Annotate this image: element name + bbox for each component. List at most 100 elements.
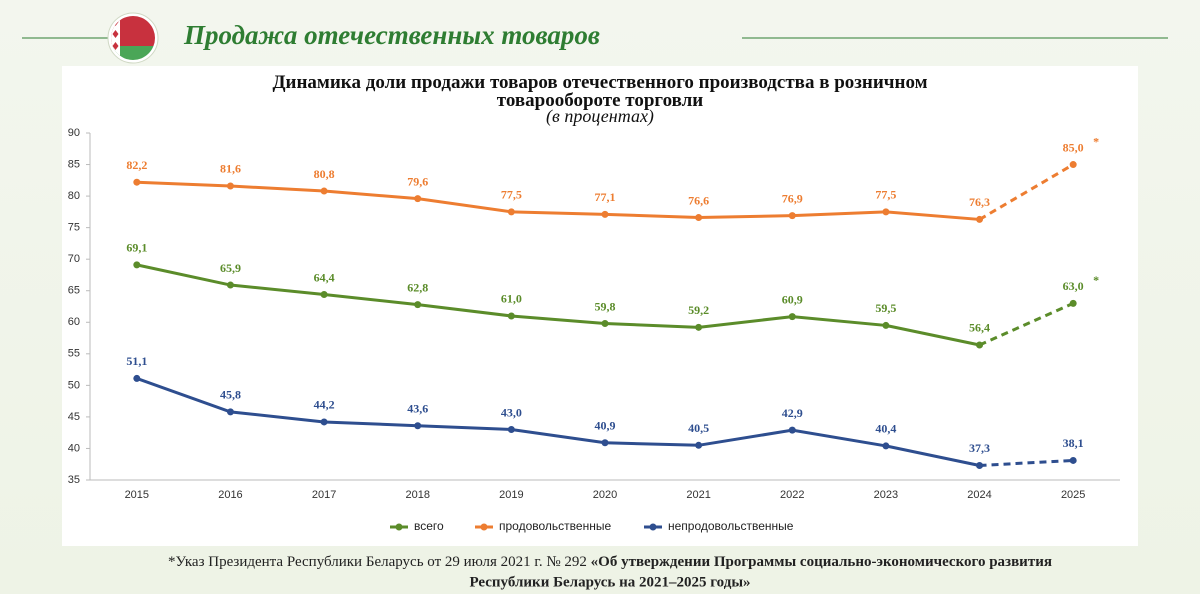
point [507, 426, 515, 434]
value-mark: * [1093, 273, 1099, 287]
point [976, 341, 984, 349]
value-label: 61,0 [501, 292, 522, 306]
x-tick-label: 2023 [874, 489, 898, 501]
series-projection [978, 301, 1074, 347]
point [226, 408, 234, 416]
x-tick-label: 2018 [405, 489, 429, 501]
point [882, 321, 890, 329]
point [695, 441, 703, 449]
point [1069, 299, 1077, 307]
footnote-bold: «Об утверждении Программы социально-экон… [591, 554, 1052, 570]
value-label: 82,2 [126, 158, 147, 172]
point [1069, 456, 1077, 464]
point [133, 178, 141, 186]
value-label: 38,1 [1063, 436, 1084, 450]
y-tick-label: 60 [68, 316, 80, 328]
point [788, 426, 796, 434]
footnote-text: *Указ Президента Республики Беларусь от … [168, 554, 587, 570]
legend-label: всего [414, 519, 444, 533]
x-tick-label: 2016 [218, 489, 242, 501]
series-projection [978, 163, 1074, 221]
point [601, 320, 609, 328]
value-label: 40,5 [688, 421, 709, 435]
value-label: 40,9 [595, 419, 616, 433]
y-tick-label: 65 [68, 285, 80, 297]
value-label: 37,3 [969, 441, 990, 455]
point [601, 210, 609, 218]
x-tick-label: 2024 [967, 489, 991, 501]
value-label: 76,3 [969, 195, 990, 209]
value-label: 77,5 [501, 188, 522, 202]
y-tick-label: 90 [68, 127, 80, 139]
legend-label: продовольственные [499, 519, 611, 533]
y-tick-label: 40 [68, 442, 80, 454]
y-tick-label: 55 [68, 348, 80, 360]
value-label: 56,4 [969, 321, 990, 335]
value-label: 42,9 [782, 406, 803, 420]
header-title: Продажа отечественных товаров [183, 20, 600, 50]
chart-title: Динамика доли продажи товаров отечествен… [272, 72, 927, 111]
value-mark: * [1093, 134, 1099, 148]
x-tick-label: 2025 [1061, 489, 1085, 501]
value-label: 44,2 [314, 398, 335, 412]
value-label: 81,6 [220, 162, 241, 176]
y-tick-label: 75 [68, 222, 80, 234]
y-tick-label: 85 [68, 158, 80, 170]
value-label: 51,1 [126, 354, 147, 368]
value-label: 69,1 [126, 241, 147, 255]
value-label: 77,5 [875, 188, 896, 202]
x-tick-label: 2020 [593, 489, 617, 501]
point [601, 439, 609, 447]
x-tick-label: 2021 [686, 489, 710, 501]
footnote-bold: Республики Беларусь на 2021–2025 годы» [469, 574, 750, 590]
point [320, 418, 328, 426]
point [133, 261, 141, 269]
point [226, 182, 234, 190]
point [976, 215, 984, 223]
point [1069, 161, 1077, 169]
y-tick-label: 50 [68, 379, 80, 391]
series-line [136, 263, 980, 347]
x-tick-label: 2017 [312, 489, 336, 501]
x-tick-label: 2022 [780, 489, 804, 501]
point [320, 291, 328, 299]
value-label: 80,8 [314, 167, 335, 181]
value-label: 62,8 [407, 280, 428, 294]
value-label: 85,0 [1063, 140, 1084, 154]
value-label: 45,8 [220, 388, 241, 402]
series-line [136, 180, 980, 221]
y-tick-label: 70 [68, 253, 80, 265]
point [414, 301, 422, 309]
point [882, 442, 890, 450]
value-label: 43,6 [407, 401, 428, 415]
point [788, 212, 796, 220]
point [788, 313, 796, 321]
point [414, 422, 422, 430]
value-label: 63,0 [1063, 279, 1084, 293]
legend-swatch [649, 523, 657, 531]
footnote: *Указ Президента Республики Беларусь от … [168, 554, 1052, 570]
point [226, 281, 234, 289]
series-line [136, 377, 980, 467]
point [507, 208, 515, 216]
point [320, 187, 328, 195]
legend-swatch [480, 523, 488, 531]
value-label: 79,6 [407, 174, 428, 188]
value-label: 40,4 [875, 422, 896, 436]
y-tick-label: 45 [68, 411, 80, 423]
value-label: 64,4 [314, 270, 335, 284]
value-label: 77,1 [595, 190, 616, 204]
value-label: 59,2 [688, 303, 709, 317]
y-tick-label: 80 [68, 190, 80, 202]
point [133, 374, 141, 382]
point [507, 312, 515, 320]
x-tick-label: 2019 [499, 489, 523, 501]
point [695, 214, 703, 222]
value-label: 59,5 [875, 301, 896, 315]
legend-label: непродовольственные [668, 519, 794, 533]
x-tick-label: 2015 [125, 489, 149, 501]
chart-panel [62, 66, 1138, 546]
series-projection [979, 458, 1074, 467]
